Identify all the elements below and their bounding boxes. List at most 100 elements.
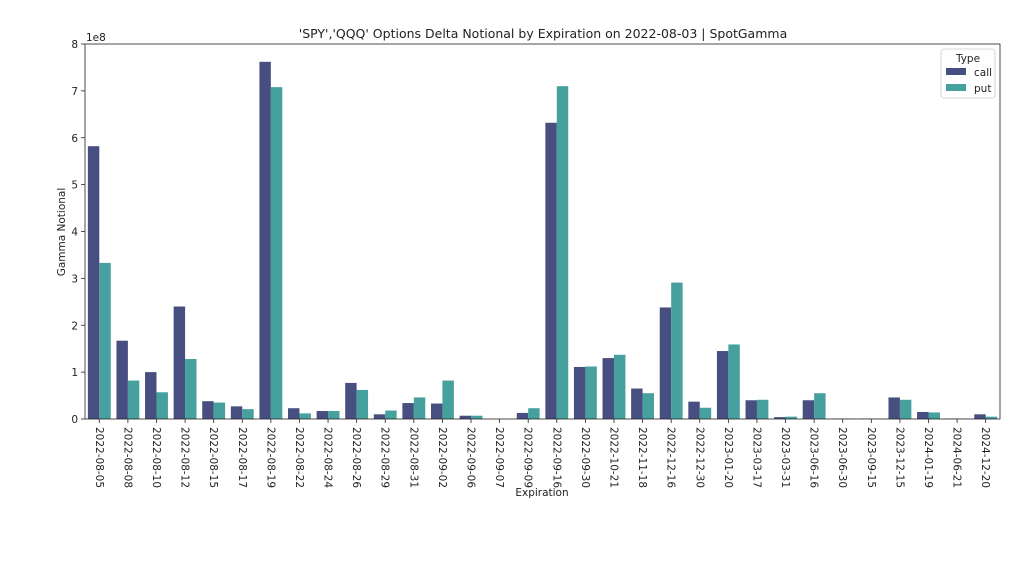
y-tick-label: 2 [71, 320, 78, 332]
bar-put-2022-08-26 [356, 389, 369, 419]
x-tick-label: 2022-09-30 [579, 427, 591, 488]
bar-put-2024-12-20 [985, 416, 998, 419]
bar-call-2022-08-08 [116, 340, 128, 419]
bar-put-2022-11-18 [642, 393, 655, 419]
bar-call-2022-08-24 [316, 411, 329, 419]
bar-call-2022-08-15 [202, 401, 214, 419]
y-tick-label: 7 [71, 86, 78, 98]
bar-put-2022-09-02 [442, 380, 454, 419]
x-tick-label: 2022-09-06 [465, 427, 477, 488]
bar-put-2022-08-22 [299, 413, 311, 419]
x-tick-label: 2023-03-17 [750, 427, 762, 488]
x-tick-label: 2022-08-15 [207, 427, 219, 488]
y-tick-label: 8 [71, 39, 78, 51]
bar-put-2022-09-16 [556, 86, 569, 419]
x-tick-label: 2022-09-16 [550, 427, 562, 488]
x-tick-label: 2022-08-24 [322, 427, 334, 488]
legend-swatch-put [946, 84, 966, 91]
bar-put-2022-08-29 [385, 410, 397, 419]
bar-call-2023-06-16 [802, 400, 815, 419]
bar-call-2022-09-02 [430, 403, 443, 419]
y-tick-label: 6 [71, 133, 78, 145]
bar-put-2022-12-16 [671, 282, 683, 419]
bar-put-2022-12-30 [699, 407, 712, 419]
x-tick-label: 2022-09-09 [522, 427, 534, 488]
bar-put-2023-01-20 [728, 344, 740, 419]
bar-put-2023-06-16 [814, 393, 826, 419]
legend-title: Type [955, 53, 980, 65]
bar-put-2022-09-30 [585, 366, 597, 419]
y-axis-title: Gamma Notional [56, 188, 68, 277]
bar-call-2022-09-09 [516, 412, 529, 419]
x-tick-label: 2022-08-10 [150, 427, 162, 488]
x-tick-label: 2022-12-30 [693, 427, 705, 488]
bar-put-2022-08-24 [328, 411, 340, 419]
x-tick-label: 2024-12-20 [979, 427, 991, 488]
bar-put-2023-03-17 [756, 399, 769, 419]
y-tick-label: 1 [71, 367, 78, 379]
x-tick-label: 2022-08-22 [293, 427, 305, 488]
x-axis: 2022-08-05 2022-08-08 2022-08-10 2022-08-12… [93, 419, 991, 488]
bar-call-2022-08-19 [259, 61, 271, 419]
bar-call-2022-09-30 [573, 366, 586, 419]
bar-call-2022-08-17 [230, 406, 243, 419]
bar-call-2022-09-06 [459, 415, 472, 419]
bar-put-2022-09-09 [528, 408, 540, 419]
x-tick-label: 2023-01-20 [722, 427, 734, 488]
y-axis: 0 1 2 3 4 5 6 7 8 [71, 39, 85, 426]
x-tick-label: 2022-08-17 [236, 427, 248, 488]
x-tick-label: 2022-08-31 [407, 427, 419, 488]
x-tick-label: 2024-01-19 [922, 427, 934, 488]
x-tick-label: 2023-09-15 [865, 427, 877, 488]
legend-label-put: put [974, 83, 991, 95]
x-tick-label: 2022-08-08 [121, 427, 133, 488]
x-tick-label: 2022-11-18 [636, 427, 648, 488]
bar-call-2022-08-10 [145, 372, 157, 419]
bar-call-2023-03-17 [745, 400, 757, 419]
bar-put-2022-08-31 [413, 397, 426, 419]
y-tick-label: 0 [71, 414, 78, 426]
bar-call-2022-08-26 [345, 382, 357, 419]
x-tick-label: 2023-06-16 [808, 427, 820, 488]
bar-call-2022-11-18 [631, 388, 643, 419]
bar-put-2022-08-05 [99, 262, 111, 419]
bar-put-2023-03-31 [785, 416, 797, 419]
bar-put-2022-08-08 [127, 380, 140, 419]
x-tick-label: 2022-08-12 [179, 427, 191, 488]
x-tick-label: 2022-09-07 [493, 427, 505, 488]
bar-put-2022-08-17 [242, 409, 254, 419]
bar-call-2022-08-05 [87, 146, 100, 419]
bar-put-2022-08-15 [213, 402, 226, 419]
x-tick-label: 2022-08-05 [93, 427, 105, 488]
x-tick-label: 2022-12-16 [665, 427, 677, 488]
bar-call-2022-09-16 [545, 122, 557, 419]
bar-call-2022-08-31 [402, 403, 414, 419]
bar-call-2022-12-30 [688, 401, 700, 419]
bar-put-2022-10-21 [613, 354, 626, 419]
bar-put-2024-01-19 [928, 412, 940, 419]
x-tick-label: 2022-10-21 [607, 427, 619, 488]
chart-title: 'SPY','QQQ' Options Delta Notional by Ex… [299, 26, 787, 41]
x-tick-label: 2022-09-02 [436, 427, 448, 488]
bar-call-2022-10-21 [602, 358, 614, 419]
x-tick-label: 2022-08-29 [379, 427, 391, 488]
legend: Type call put [940, 48, 996, 99]
bar-call-2023-01-20 [716, 351, 729, 419]
x-tick-label: 2024-06-21 [951, 427, 963, 488]
x-tick-label: 2023-03-31 [779, 427, 791, 488]
bar-call-2024-12-20 [974, 414, 986, 419]
bar-put-2023-12-15 [899, 399, 912, 419]
legend-swatch-call [946, 68, 966, 75]
bar-put-2022-08-10 [156, 392, 168, 419]
bar-put-2022-08-12 [185, 359, 197, 419]
y-scale-label: 1e8 [86, 32, 106, 44]
bar-put-2022-09-06 [471, 415, 483, 419]
plot-frame [84, 43, 1001, 420]
x-tick-label: 2022-08-19 [264, 427, 276, 488]
bar-call-2023-03-31 [774, 417, 786, 419]
bar-call-2022-08-22 [288, 408, 300, 419]
x-tick-label: 2023-06-30 [836, 427, 848, 488]
y-tick-label: 5 [71, 180, 78, 192]
